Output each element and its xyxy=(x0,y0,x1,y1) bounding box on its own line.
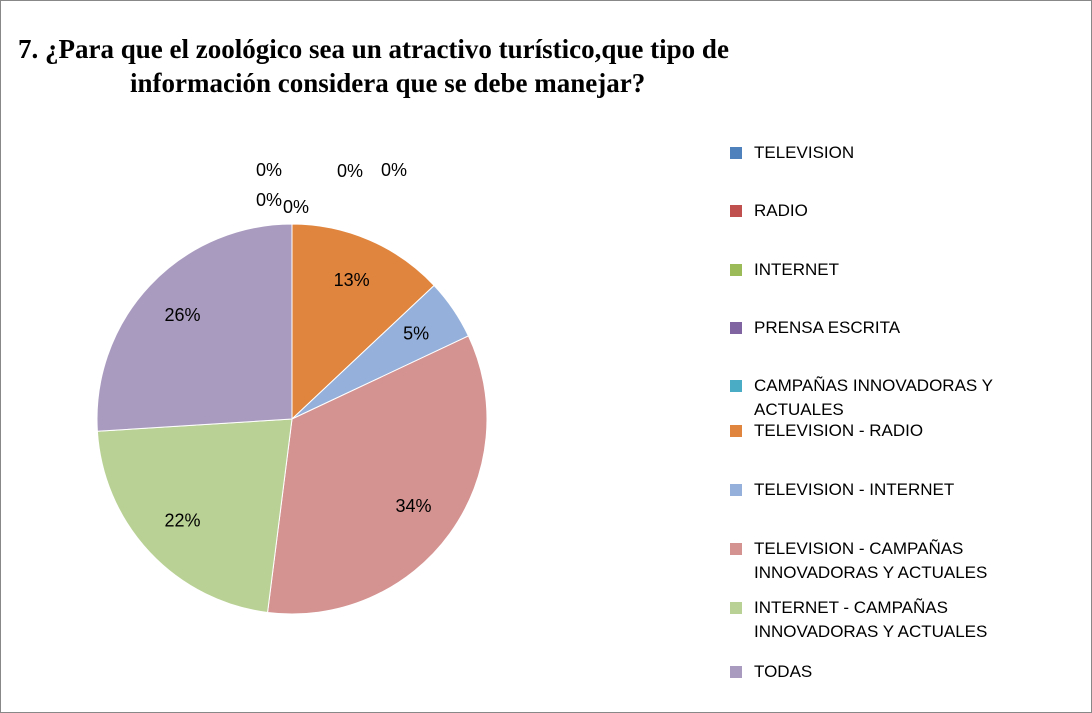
legend-swatch xyxy=(730,380,742,392)
legend-item: TELEVISION xyxy=(730,141,1060,165)
legend-label: INTERNET - CAMPAÑAS INNOVADORAS Y ACTUAL… xyxy=(754,598,988,641)
legend-item: TELEVISION - CAMPAÑAS INNOVADORAS Y ACTU… xyxy=(730,537,1060,585)
pie-slice xyxy=(267,335,488,615)
legend-item: TODAS xyxy=(730,660,1060,684)
pie-slice xyxy=(291,223,435,421)
legend-swatch xyxy=(730,147,742,159)
legend-label: CAMPAÑAS INNOVADORAS Y ACTUALES xyxy=(754,376,993,419)
data-label: 0% xyxy=(337,161,363,181)
legend-swatch xyxy=(730,264,742,276)
chart-title: información considera que se debe maneja… xyxy=(130,68,646,98)
legend-label: INTERNET xyxy=(754,260,839,279)
legend-swatch xyxy=(730,484,742,496)
legend-label: TELEVISION - INTERNET xyxy=(754,480,955,499)
data-label: 0% xyxy=(381,160,407,180)
data-label: 0% xyxy=(256,190,282,210)
legend-swatch xyxy=(730,205,742,217)
legend-item: PRENSA ESCRITA xyxy=(730,316,1060,340)
legend-swatch xyxy=(730,322,742,334)
legend-swatch xyxy=(730,425,742,437)
legend-item: INTERNET - CAMPAÑAS INNOVADORAS Y ACTUAL… xyxy=(730,596,1060,644)
legend-label: TODAS xyxy=(754,662,813,681)
data-label: 34% xyxy=(395,496,431,516)
legend-label: TELEVISION xyxy=(754,143,855,162)
data-label: 22% xyxy=(165,511,201,531)
legend-swatch xyxy=(730,543,742,555)
legend-label: TELEVISION - RADIO xyxy=(754,421,924,440)
legend-item: CAMPAÑAS INNOVADORAS Y ACTUALES xyxy=(730,374,1060,422)
data-label: 0% xyxy=(283,197,309,217)
legend-item: RADIO xyxy=(730,199,1060,223)
chart-title: 7. ¿Para que el zoológico sea un atracti… xyxy=(18,34,729,64)
legend-item: TELEVISION - INTERNET xyxy=(730,478,1060,502)
legend-label: PRENSA ESCRITA xyxy=(754,318,901,337)
data-label: 26% xyxy=(165,305,201,325)
pie-slice xyxy=(96,418,293,614)
data-label: 5% xyxy=(403,323,429,343)
legend-item: INTERNET xyxy=(730,258,1060,282)
legend-item: TELEVISION - RADIO xyxy=(730,419,1060,443)
pie-slice xyxy=(96,223,293,432)
data-label: 13% xyxy=(334,270,370,290)
legend-label: RADIO xyxy=(754,201,808,220)
data-label: 0% xyxy=(256,160,282,180)
legend-swatch xyxy=(730,666,742,678)
legend-swatch xyxy=(730,602,742,614)
legend-label: TELEVISION - CAMPAÑAS INNOVADORAS Y ACTU… xyxy=(754,539,988,582)
